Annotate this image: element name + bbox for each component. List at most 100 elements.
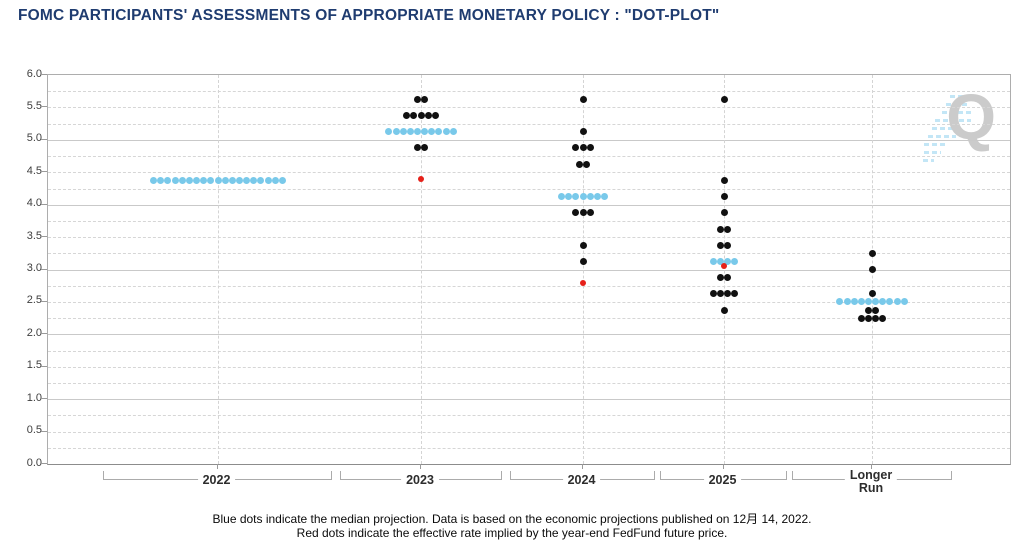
projection-dot — [879, 314, 887, 322]
median-dot — [243, 176, 251, 184]
x-axis-tick — [420, 464, 421, 469]
futures-rate-dot — [580, 279, 586, 286]
y-axis-tick — [41, 398, 47, 400]
gridline-dashed — [48, 123, 1010, 125]
projection-dot — [572, 144, 580, 152]
projection-dot — [720, 95, 728, 103]
projection-dot — [716, 225, 724, 233]
median-dot — [200, 176, 208, 184]
gridline-dashed — [48, 285, 1010, 287]
watermark-stripe — [946, 103, 970, 106]
column-gridline — [218, 75, 219, 464]
projection-dot — [724, 225, 732, 233]
median-dot — [442, 128, 450, 136]
futures-rate-dot — [721, 263, 727, 270]
median-dot — [836, 298, 844, 306]
projection-dot — [413, 95, 421, 103]
y-axis-tick — [41, 74, 47, 75]
gridline-dashed — [48, 220, 1010, 222]
gridline-dashed — [48, 188, 1010, 190]
watermark-stripe — [924, 143, 948, 146]
projection-dot — [421, 144, 429, 152]
x-axis-tick — [723, 464, 724, 469]
median-dot — [257, 176, 265, 184]
median-dot — [399, 128, 407, 136]
y-axis-label: 4.0 — [26, 197, 42, 210]
projection-dot — [431, 112, 439, 119]
gridline-dashed — [48, 107, 1010, 109]
projection-dot — [720, 176, 728, 184]
y-axis-label: 0.0 — [26, 456, 42, 469]
x-axis-group-label: 2025 — [703, 474, 742, 488]
footnote-line-1: Blue dots indicate the median projection… — [212, 512, 812, 526]
y-axis-tick — [41, 268, 47, 270]
median-dot — [164, 176, 172, 184]
y-axis-label: 1.5 — [26, 359, 42, 372]
median-dot — [843, 298, 851, 306]
gridline-solid — [48, 269, 1010, 271]
gridline-dashed — [48, 318, 1010, 320]
y-axis-tick — [41, 333, 47, 335]
projection-dot — [579, 241, 587, 249]
gridline-dashed — [48, 301, 1010, 303]
median-dot — [214, 176, 222, 184]
gridline-dashed — [48, 431, 1010, 433]
median-dot — [601, 193, 608, 201]
median-dot — [413, 128, 421, 136]
median-dot — [893, 298, 901, 306]
watermark-stripe — [923, 159, 934, 162]
median-dot — [428, 128, 436, 136]
projection-dot — [575, 160, 583, 168]
median-dot — [709, 257, 717, 265]
y-axis-label: 1.0 — [26, 391, 42, 404]
x-axis-group-label: 2022 — [197, 474, 236, 488]
projection-dot — [410, 112, 418, 119]
median-dot — [857, 298, 865, 306]
projection-dot — [709, 290, 717, 298]
projection-dot — [872, 314, 880, 322]
x-axis-tick — [582, 464, 583, 469]
projection-dot — [868, 249, 876, 257]
gridline-dashed — [48, 350, 1010, 352]
y-axis-tick — [41, 236, 47, 238]
median-dot — [886, 298, 894, 306]
median-dot — [221, 176, 229, 184]
median-dot — [406, 128, 414, 136]
chart-title: FOMC PARTICIPANTS' ASSESSMENTS OF APPROP… — [18, 7, 720, 24]
median-dot — [271, 176, 279, 184]
median-dot — [178, 176, 186, 184]
median-dot — [193, 176, 201, 184]
x-axis-group-label: Longer Run — [844, 469, 898, 496]
median-dot — [716, 257, 724, 265]
column-gridline — [421, 75, 422, 464]
projection-dot — [586, 144, 594, 152]
projection-dot — [868, 266, 876, 273]
gridline-solid — [48, 334, 1010, 336]
median-dot — [150, 176, 158, 184]
projection-dot — [579, 144, 587, 152]
projection-dot — [424, 112, 432, 119]
plot-area: Q — [47, 74, 1011, 465]
median-dot — [449, 128, 457, 136]
gridline-solid — [48, 399, 1010, 401]
gridline-dashed — [48, 366, 1010, 368]
median-dot — [565, 193, 573, 201]
projection-dot — [864, 306, 872, 314]
y-axis-label: 6.0 — [26, 67, 42, 80]
y-axis-tick — [41, 203, 47, 205]
x-axis-tick — [217, 464, 218, 469]
median-dot — [250, 176, 258, 184]
median-dot — [421, 128, 429, 136]
projection-dot — [724, 274, 732, 282]
projection-dot — [579, 95, 587, 103]
median-dot — [900, 298, 908, 306]
median-dot — [572, 193, 580, 201]
projection-dot — [720, 209, 728, 217]
projection-dot — [579, 257, 587, 265]
median-dot — [264, 176, 272, 184]
gridline-dashed — [48, 237, 1010, 239]
projection-dot — [572, 209, 580, 217]
projection-dot — [731, 290, 739, 298]
gridline-solid — [48, 139, 1010, 141]
